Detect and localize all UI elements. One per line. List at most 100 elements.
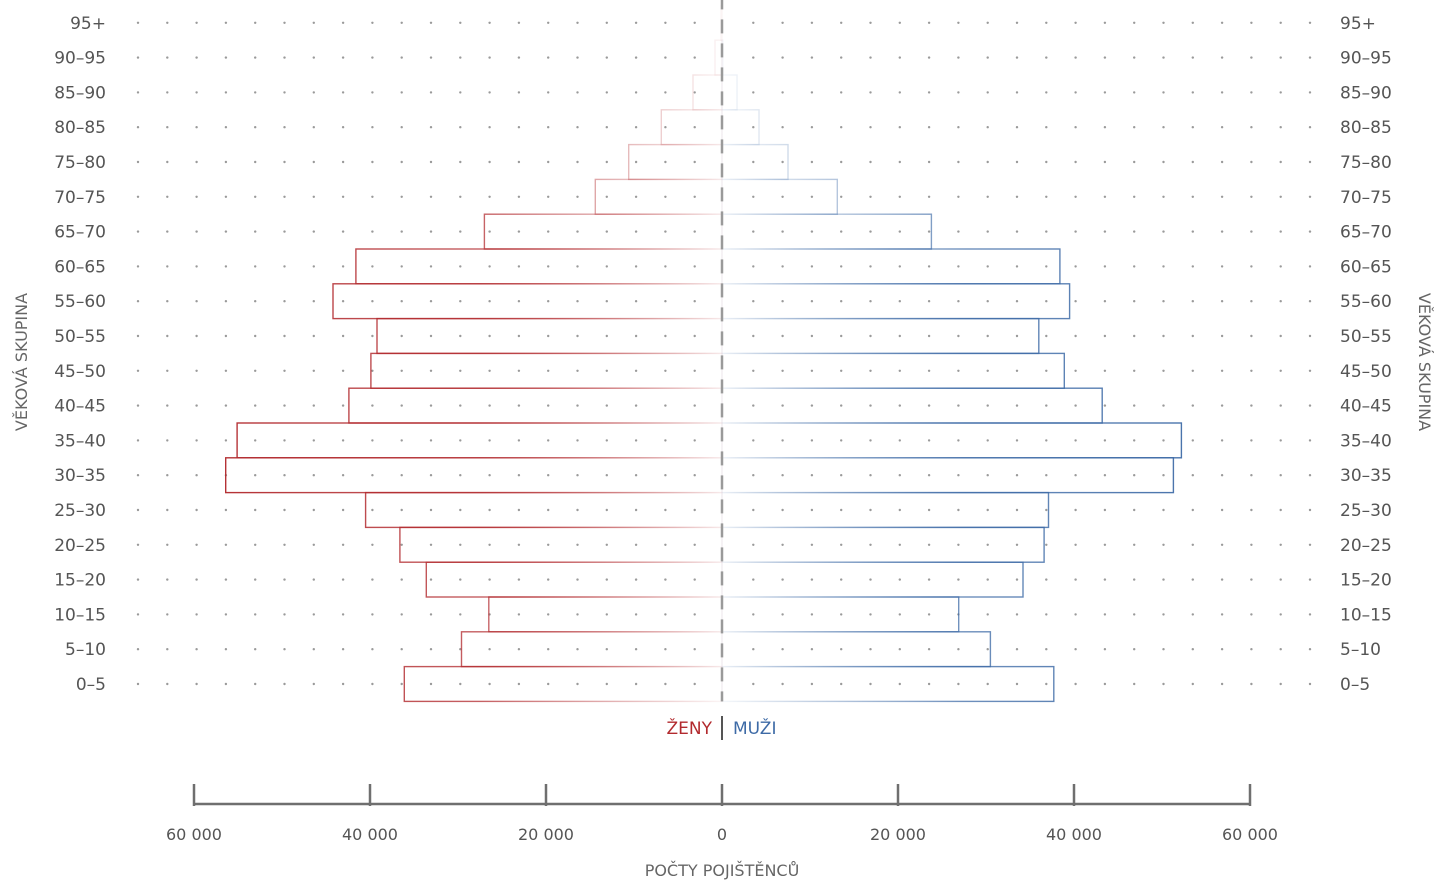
women-bar: [460, 631, 723, 668]
age-label-right: 20–25: [1340, 536, 1392, 556]
age-label-right: 85–90: [1340, 83, 1392, 103]
age-label-right: 35–40: [1340, 431, 1392, 451]
women-bar: [355, 248, 723, 285]
age-label-left: 40–45: [54, 397, 106, 417]
men-bar: [721, 631, 992, 668]
grid-dot-row: [136, 613, 1312, 616]
grid-dot-row: [136, 369, 1312, 372]
grid-dot-row: [136, 300, 1312, 303]
women-bar: [660, 109, 723, 146]
grid-dot-row: [136, 682, 1312, 686]
grid-dot-row: [136, 160, 1312, 164]
age-label-left: 15–20: [54, 571, 106, 591]
age-label-right: 55–60: [1340, 292, 1392, 312]
age-label-left: 85–90: [54, 83, 106, 103]
grid-dot-row: [136, 648, 1312, 651]
x-axis-tick-label: 40 000: [1046, 825, 1102, 844]
men-bar: [721, 74, 738, 111]
age-label-left: 75–80: [54, 153, 106, 173]
men-bar: [721, 665, 1055, 703]
men-bar: [721, 491, 1050, 529]
age-label-left: 10–15: [54, 605, 106, 625]
age-label-right: 95+: [1340, 14, 1376, 34]
legend-women-label: ŽENY: [667, 717, 713, 739]
men-bar: [721, 561, 1024, 598]
dotted-grid: [136, 21, 1312, 686]
age-label-right: 10–15: [1340, 605, 1392, 625]
grid-dot-row: [136, 265, 1312, 268]
age-label-left: 35–40: [54, 431, 106, 451]
women-bar: [628, 143, 723, 181]
women-bar: [370, 352, 723, 389]
age-label-right: 80–85: [1340, 118, 1392, 138]
women-bar: [224, 457, 723, 494]
grid-dot-row: [136, 230, 1312, 233]
women-bar: [425, 561, 723, 598]
age-label-left: 5–10: [65, 640, 106, 660]
age-label-right: 60–65: [1340, 257, 1392, 277]
x-axis-tick-label: 60 000: [1222, 825, 1278, 844]
x-axis-tick-label: 20 000: [518, 825, 574, 844]
women-bar: [376, 317, 723, 355]
age-label-right: 50–55: [1340, 327, 1392, 347]
x-axis-tick-label: 40 000: [342, 825, 398, 844]
women-bar: [692, 74, 723, 111]
age-label-left: 25–30: [54, 501, 106, 521]
grid-dot-row: [136, 543, 1312, 546]
age-label-left: 95+: [70, 14, 106, 34]
legend-men-label: MUŽI: [733, 717, 776, 739]
age-label-right: 70–75: [1340, 188, 1392, 208]
age-label-right: 5–10: [1340, 640, 1381, 660]
x-axis-tick-label: 0: [717, 825, 727, 844]
age-label-right: 15–20: [1340, 571, 1392, 591]
x-axis-title: POČTY POJIŠTĚNCŮ: [645, 861, 800, 880]
men-bar: [721, 248, 1061, 285]
x-axis-tick-label: 20 000: [870, 825, 926, 844]
men-bar: [721, 317, 1040, 355]
age-label-left: 50–55: [54, 327, 106, 347]
age-label-right: 65–70: [1340, 223, 1392, 243]
grid-dot-row: [136, 21, 1312, 24]
x-axis-group: 60 000 40 000 20 000 0 20 000 40 000 60 000: [166, 784, 1278, 844]
x-axis-tick-label: 60 000: [166, 825, 222, 844]
age-label-left: 30–35: [54, 466, 106, 486]
grid-dot-row: [136, 91, 1312, 94]
age-label-left: 45–50: [54, 362, 106, 382]
grid-dot-row: [136, 508, 1312, 512]
age-label-right: 0–5: [1340, 675, 1370, 695]
grid-dot-row: [136, 195, 1312, 198]
grid-dot-row: [136, 474, 1312, 477]
age-label-right: 75–80: [1340, 153, 1392, 173]
women-bar: [236, 422, 723, 459]
men-bar: [721, 143, 789, 181]
age-label-right: 90–95: [1340, 49, 1392, 69]
y-axis-title-left: VĚKOVÁ SKUPINA: [12, 293, 31, 431]
age-label-left: 65–70: [54, 223, 106, 243]
age-label-right: 30–35: [1340, 466, 1392, 486]
age-label-left: 90–95: [54, 49, 106, 69]
age-label-right: 45–50: [1340, 362, 1392, 382]
women-bar: [594, 178, 723, 215]
age-label-left: 70–75: [54, 188, 106, 208]
age-label-left: 55–60: [54, 292, 106, 312]
grid-dot-row: [136, 56, 1312, 59]
women-bar: [332, 283, 723, 320]
age-label-left: 20–25: [54, 536, 106, 556]
legend-divider: [721, 716, 723, 740]
age-labels-group: 0–5 0–5 5–10 5–10 10–15 10–15 15–20 15–20 20–25 2…: [54, 14, 1392, 695]
men-bar: [721, 178, 839, 215]
women-bar: [403, 665, 723, 703]
grid-dot-row: [136, 578, 1312, 581]
age-label-left: 80–85: [54, 118, 106, 138]
women-bar: [364, 491, 723, 529]
women-bar: [399, 526, 723, 563]
men-bar: [721, 352, 1065, 389]
men-bar: [721, 422, 1183, 459]
age-label-left: 0–5: [76, 675, 106, 695]
bars-group: [224, 4, 1183, 703]
men-bar: [721, 526, 1045, 563]
grid-dot-row: [136, 439, 1312, 442]
grid-dot-row: [136, 126, 1312, 129]
